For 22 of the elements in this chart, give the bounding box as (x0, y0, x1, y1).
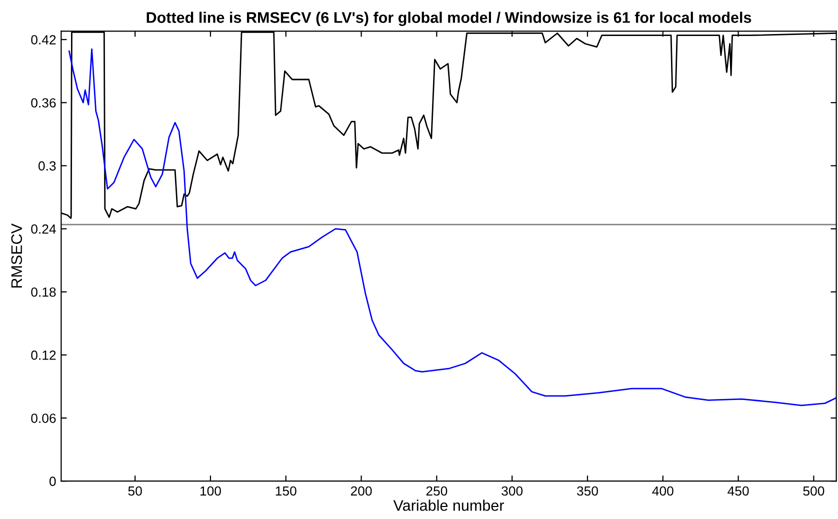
y-tick-label: 0.12 (31, 350, 56, 360)
x-tick-label: 450 (728, 486, 749, 496)
y-tick-label: 0.18 (31, 287, 56, 297)
x-tick-label: 50 (128, 486, 142, 496)
y-tick-label: 0 (49, 476, 56, 486)
x-tick-label: 400 (652, 486, 674, 496)
y-tick-label: 0.06 (31, 414, 56, 423)
y-axis-title: RMSECV (11, 224, 22, 288)
x-tick-label: 350 (576, 486, 598, 496)
y-tick-label: 0.36 (31, 98, 56, 108)
x-tick-label: 500 (803, 486, 824, 496)
x-axis-title: Variable number (393, 500, 504, 511)
y-tick-label: 0.42 (31, 35, 56, 44)
y-tick-label: 0.24 (31, 224, 56, 234)
line-series (68, 48, 836, 406)
y-tick-label: 0.3 (38, 161, 56, 171)
x-tick-label: 250 (426, 486, 448, 496)
x-tick-label: 150 (276, 486, 296, 496)
x-tick-label: 100 (200, 486, 221, 496)
x-tick-label: 200 (350, 486, 372, 496)
chart-title: Dotted line is RMSECV (6 LV's) for global model / Windowsize is 61 for local models (146, 12, 752, 26)
x-tick-label: 300 (502, 486, 523, 496)
